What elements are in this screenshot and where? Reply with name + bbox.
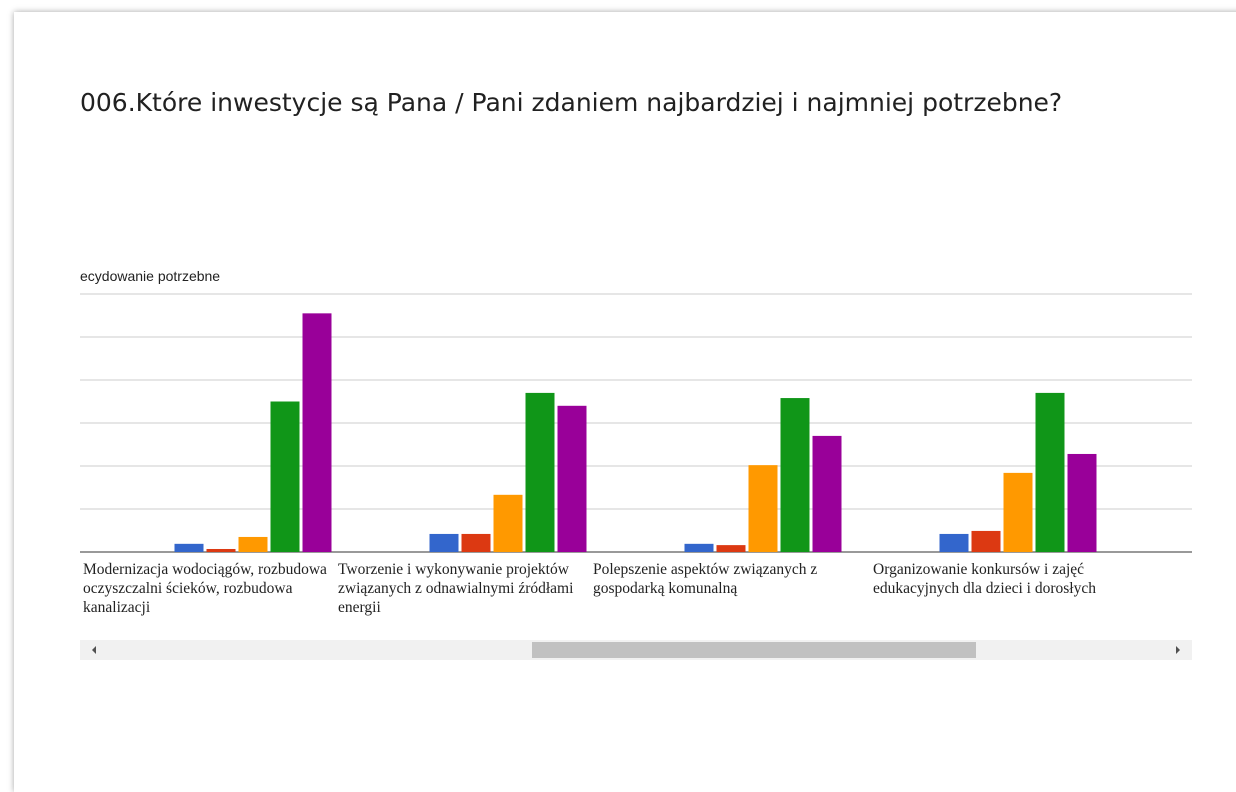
bar (716, 545, 746, 552)
chart (80, 293, 1192, 660)
question-title: 006.Które inwestycje są Pana / Pani zdan… (80, 88, 1063, 117)
bar (1035, 392, 1065, 552)
legend-text: ecydowanie potrzebne (80, 268, 221, 284)
x-tick-label: Modernizacja wodociągów, rozbudowa oczys… (83, 561, 327, 616)
scrollbar-thumb[interactable] (532, 642, 976, 658)
bar (748, 465, 778, 552)
bar (174, 543, 204, 552)
bar (684, 543, 714, 552)
x-tick-label: Organizowanie konkursów i zajęć edukacyj… (873, 561, 1096, 597)
bar (525, 392, 555, 552)
bar (270, 401, 300, 552)
bar (812, 435, 842, 552)
bar (429, 533, 459, 552)
bar (206, 548, 236, 552)
scroll-right-arrow[interactable] (1176, 646, 1180, 654)
bar (971, 530, 1001, 552)
x-tick-label: Polepszenie aspektów związanych z gospod… (593, 561, 818, 597)
bar (461, 533, 491, 552)
x-tick-label: Tworzenie i wykonywanie projektów związa… (338, 561, 574, 616)
card: 006.Które inwestycje są Pana / Pani zdan… (14, 12, 1236, 792)
bar (493, 494, 523, 552)
bar (780, 398, 810, 552)
bar (1003, 472, 1033, 552)
bar (302, 313, 332, 552)
scroll-left-arrow[interactable] (92, 646, 96, 654)
bar (939, 533, 969, 552)
bar (238, 536, 268, 552)
bar (557, 405, 587, 552)
bar (1067, 453, 1097, 552)
